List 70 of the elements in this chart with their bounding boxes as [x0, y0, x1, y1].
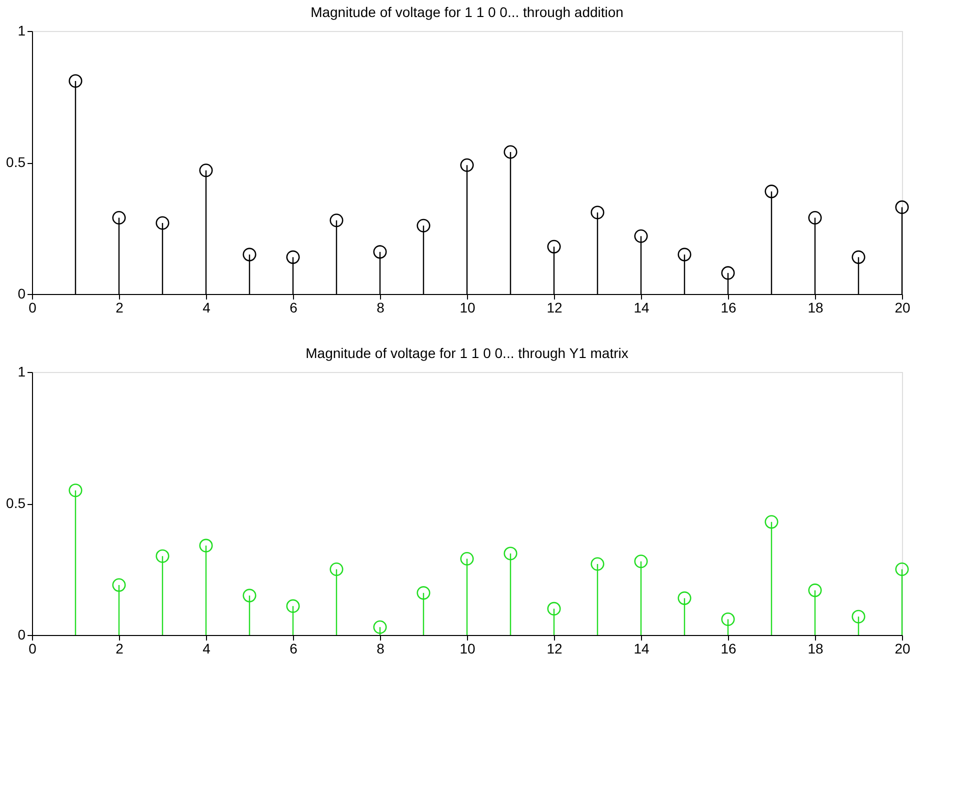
point	[416, 586, 430, 600]
point	[895, 200, 909, 214]
point	[416, 218, 430, 232]
point	[764, 515, 778, 529]
point	[895, 562, 909, 576]
point	[112, 578, 126, 592]
x-tick-label: 4	[202, 640, 211, 656]
x-tick-label: 18	[808, 300, 824, 316]
y-tick-label: 0.5	[6, 495, 26, 511]
x-tick-label: 18	[808, 640, 824, 656]
chart-title: Magnitude of voltage for 1 1 0 0... through addition	[310, 4, 624, 20]
x-tick-label: 10	[460, 640, 476, 656]
point	[808, 210, 822, 224]
point	[852, 250, 866, 264]
x-tick-label: 16	[720, 640, 736, 656]
point	[590, 206, 604, 220]
point	[373, 245, 387, 259]
point	[547, 602, 561, 616]
y-tick-label: 0	[18, 286, 26, 302]
point	[678, 591, 692, 605]
y-tick-label: 0.5	[6, 154, 26, 170]
x-tick-label: 2	[116, 300, 124, 316]
x-tick-label: 8	[376, 640, 385, 656]
point	[242, 588, 256, 602]
x-tick-label: 20	[894, 640, 910, 656]
point	[156, 549, 170, 563]
y-tick-label: 0	[18, 626, 26, 642]
point	[808, 584, 822, 598]
x-tick-label: 6	[290, 300, 298, 316]
point	[721, 266, 735, 280]
point	[330, 562, 344, 576]
x-tick-label: 12	[546, 640, 562, 656]
x-tick-label: 8	[376, 300, 385, 316]
point	[504, 546, 518, 560]
point	[678, 248, 692, 262]
chart-title: Magnitude of voltage for 1 1 0 0... through Y1 matrix	[306, 345, 628, 361]
x-tick-label: 4	[202, 300, 211, 316]
y-tick-label: 1	[18, 364, 26, 380]
point	[286, 250, 300, 264]
point	[460, 158, 474, 172]
x-tick-label: 0	[28, 640, 37, 656]
x-tick-label: 14	[634, 640, 650, 656]
point	[68, 74, 82, 88]
y-tick-label: 1	[18, 22, 26, 38]
x-tick-label: 2	[116, 640, 124, 656]
point	[590, 557, 604, 571]
point	[852, 610, 866, 624]
point	[242, 248, 256, 262]
point	[199, 538, 213, 552]
x-tick-label: 6	[290, 640, 298, 656]
point	[504, 145, 518, 159]
x-tick-label: 20	[894, 300, 910, 316]
point	[112, 210, 126, 224]
point	[68, 484, 82, 498]
x-tick-label: 10	[460, 300, 476, 316]
x-tick-label: 16	[720, 300, 736, 316]
point	[547, 240, 561, 254]
point	[634, 229, 648, 243]
x-tick-label: 12	[546, 300, 562, 316]
point	[199, 164, 213, 178]
x-tick-label: 14	[634, 300, 650, 316]
point	[460, 552, 474, 566]
point	[373, 620, 387, 634]
point	[764, 184, 778, 198]
point	[721, 612, 735, 626]
point	[330, 214, 344, 228]
point	[156, 216, 170, 230]
x-tick-label: 0	[28, 300, 37, 316]
point	[634, 554, 648, 568]
point	[286, 599, 300, 613]
